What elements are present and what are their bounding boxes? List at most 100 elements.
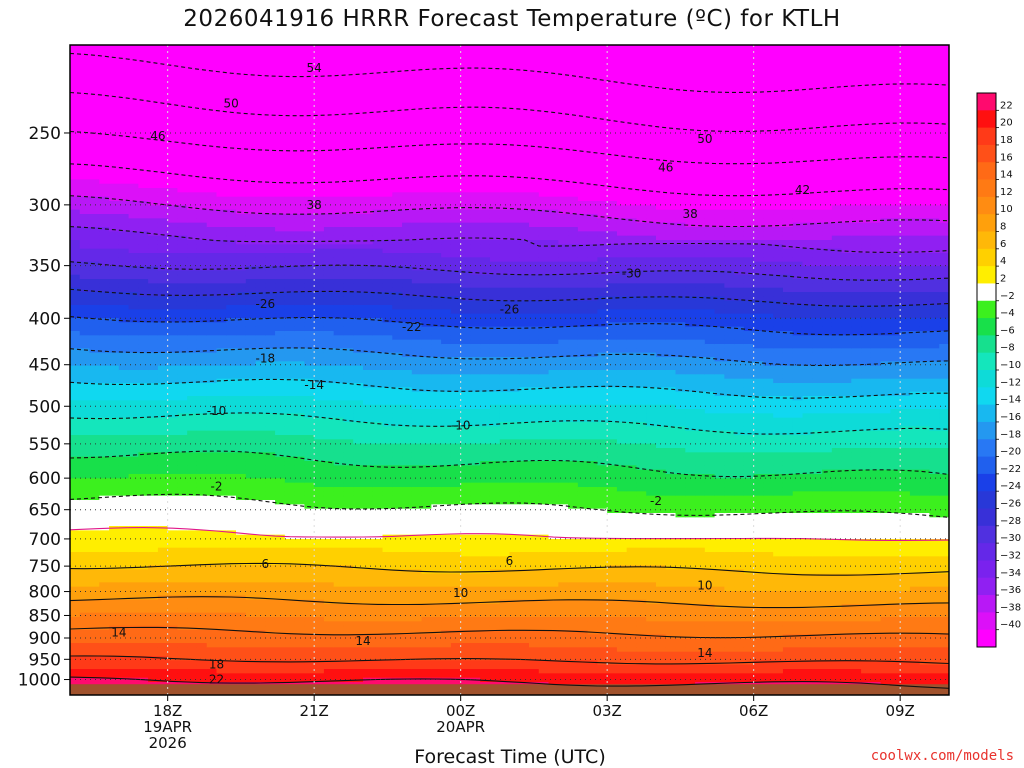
field-cell	[196, 439, 208, 445]
field-cell	[206, 244, 218, 250]
field-cell	[294, 183, 305, 189]
field-cell	[128, 448, 139, 453]
field-cell	[196, 487, 208, 492]
field-cell	[382, 469, 393, 475]
field-cell	[99, 331, 110, 336]
field-cell	[216, 144, 227, 150]
field-cell	[157, 53, 169, 59]
field-cell	[314, 539, 325, 544]
field-cell	[109, 664, 120, 670]
field-cell	[265, 582, 276, 588]
field-cell	[304, 599, 315, 605]
field-cell	[128, 404, 139, 410]
field-cell	[128, 66, 139, 72]
field-cell	[148, 569, 159, 575]
field-cell	[79, 487, 91, 492]
field-cell	[196, 656, 208, 661]
field-cell	[128, 296, 139, 302]
field-cell	[323, 383, 335, 388]
field-cell	[89, 170, 100, 176]
field-cell	[177, 469, 188, 475]
field-cell	[284, 621, 296, 627]
field-cell	[314, 677, 325, 683]
field-cell	[392, 114, 403, 120]
field-cell	[255, 92, 266, 98]
field-cell	[216, 270, 227, 276]
field-cell	[196, 521, 208, 527]
field-cell	[89, 166, 100, 172]
field-cell	[314, 400, 325, 406]
field-cell	[177, 634, 188, 640]
field-cell	[118, 136, 130, 141]
field-cell	[138, 378, 149, 384]
field-cell	[167, 569, 179, 575]
field-cell	[206, 638, 218, 644]
field-cell	[226, 261, 237, 267]
field-cell	[294, 482, 305, 488]
field-cell	[157, 439, 169, 445]
field-cell	[99, 300, 110, 306]
field-cell	[304, 604, 315, 609]
field-cell	[382, 192, 393, 198]
field-cell	[372, 387, 384, 393]
field-cell	[118, 49, 130, 55]
field-cell	[314, 625, 325, 631]
field-cell	[382, 240, 393, 245]
field-cell	[284, 127, 296, 133]
field-cell	[216, 287, 227, 293]
field-cell	[226, 287, 237, 293]
field-cell	[148, 79, 159, 85]
field-cell	[187, 469, 198, 475]
field-cell	[226, 569, 237, 575]
field-cell	[226, 638, 237, 644]
field-cell	[177, 248, 188, 254]
field-cell	[294, 491, 305, 497]
field-cell	[343, 495, 354, 501]
field-cell	[314, 348, 325, 354]
field-cell	[109, 97, 120, 102]
field-cell	[372, 552, 384, 557]
field-cell	[343, 669, 354, 674]
field-cell	[216, 339, 227, 345]
field-cell	[206, 79, 218, 85]
field-cell	[363, 508, 374, 514]
field-cell	[206, 647, 218, 653]
field-cell	[314, 461, 325, 466]
field-cell	[294, 599, 305, 605]
field-cell	[138, 647, 149, 653]
field-cell	[245, 448, 257, 453]
field-cell	[265, 426, 276, 432]
field-cell	[372, 214, 384, 219]
field-cell	[196, 235, 208, 241]
field-cell	[226, 326, 237, 332]
field-cell	[343, 560, 354, 566]
field-cell	[294, 357, 305, 362]
field-cell	[216, 677, 227, 683]
field-cell	[70, 582, 81, 588]
field-cell	[323, 552, 335, 557]
field-cell	[314, 456, 325, 462]
field-cell	[323, 92, 335, 98]
field-cell	[118, 75, 130, 81]
field-cell	[138, 97, 149, 102]
field-cell	[118, 131, 130, 137]
field-cell	[245, 266, 257, 271]
field-cell	[323, 287, 335, 293]
field-cell	[226, 526, 237, 531]
field-cell	[148, 235, 159, 241]
field-cell	[323, 175, 335, 180]
field-cell	[109, 660, 120, 666]
field-cell	[89, 131, 100, 137]
field-cell	[187, 409, 198, 414]
field-cell	[138, 131, 149, 137]
field-cell	[226, 309, 237, 315]
field-cell	[148, 396, 159, 401]
field-cell	[372, 591, 384, 596]
field-cell	[167, 517, 179, 523]
field-cell	[226, 495, 237, 501]
field-cell	[353, 192, 364, 198]
field-cell	[333, 539, 345, 544]
field-cell	[118, 222, 130, 228]
field-cell	[118, 621, 130, 627]
field-cell	[187, 110, 198, 115]
